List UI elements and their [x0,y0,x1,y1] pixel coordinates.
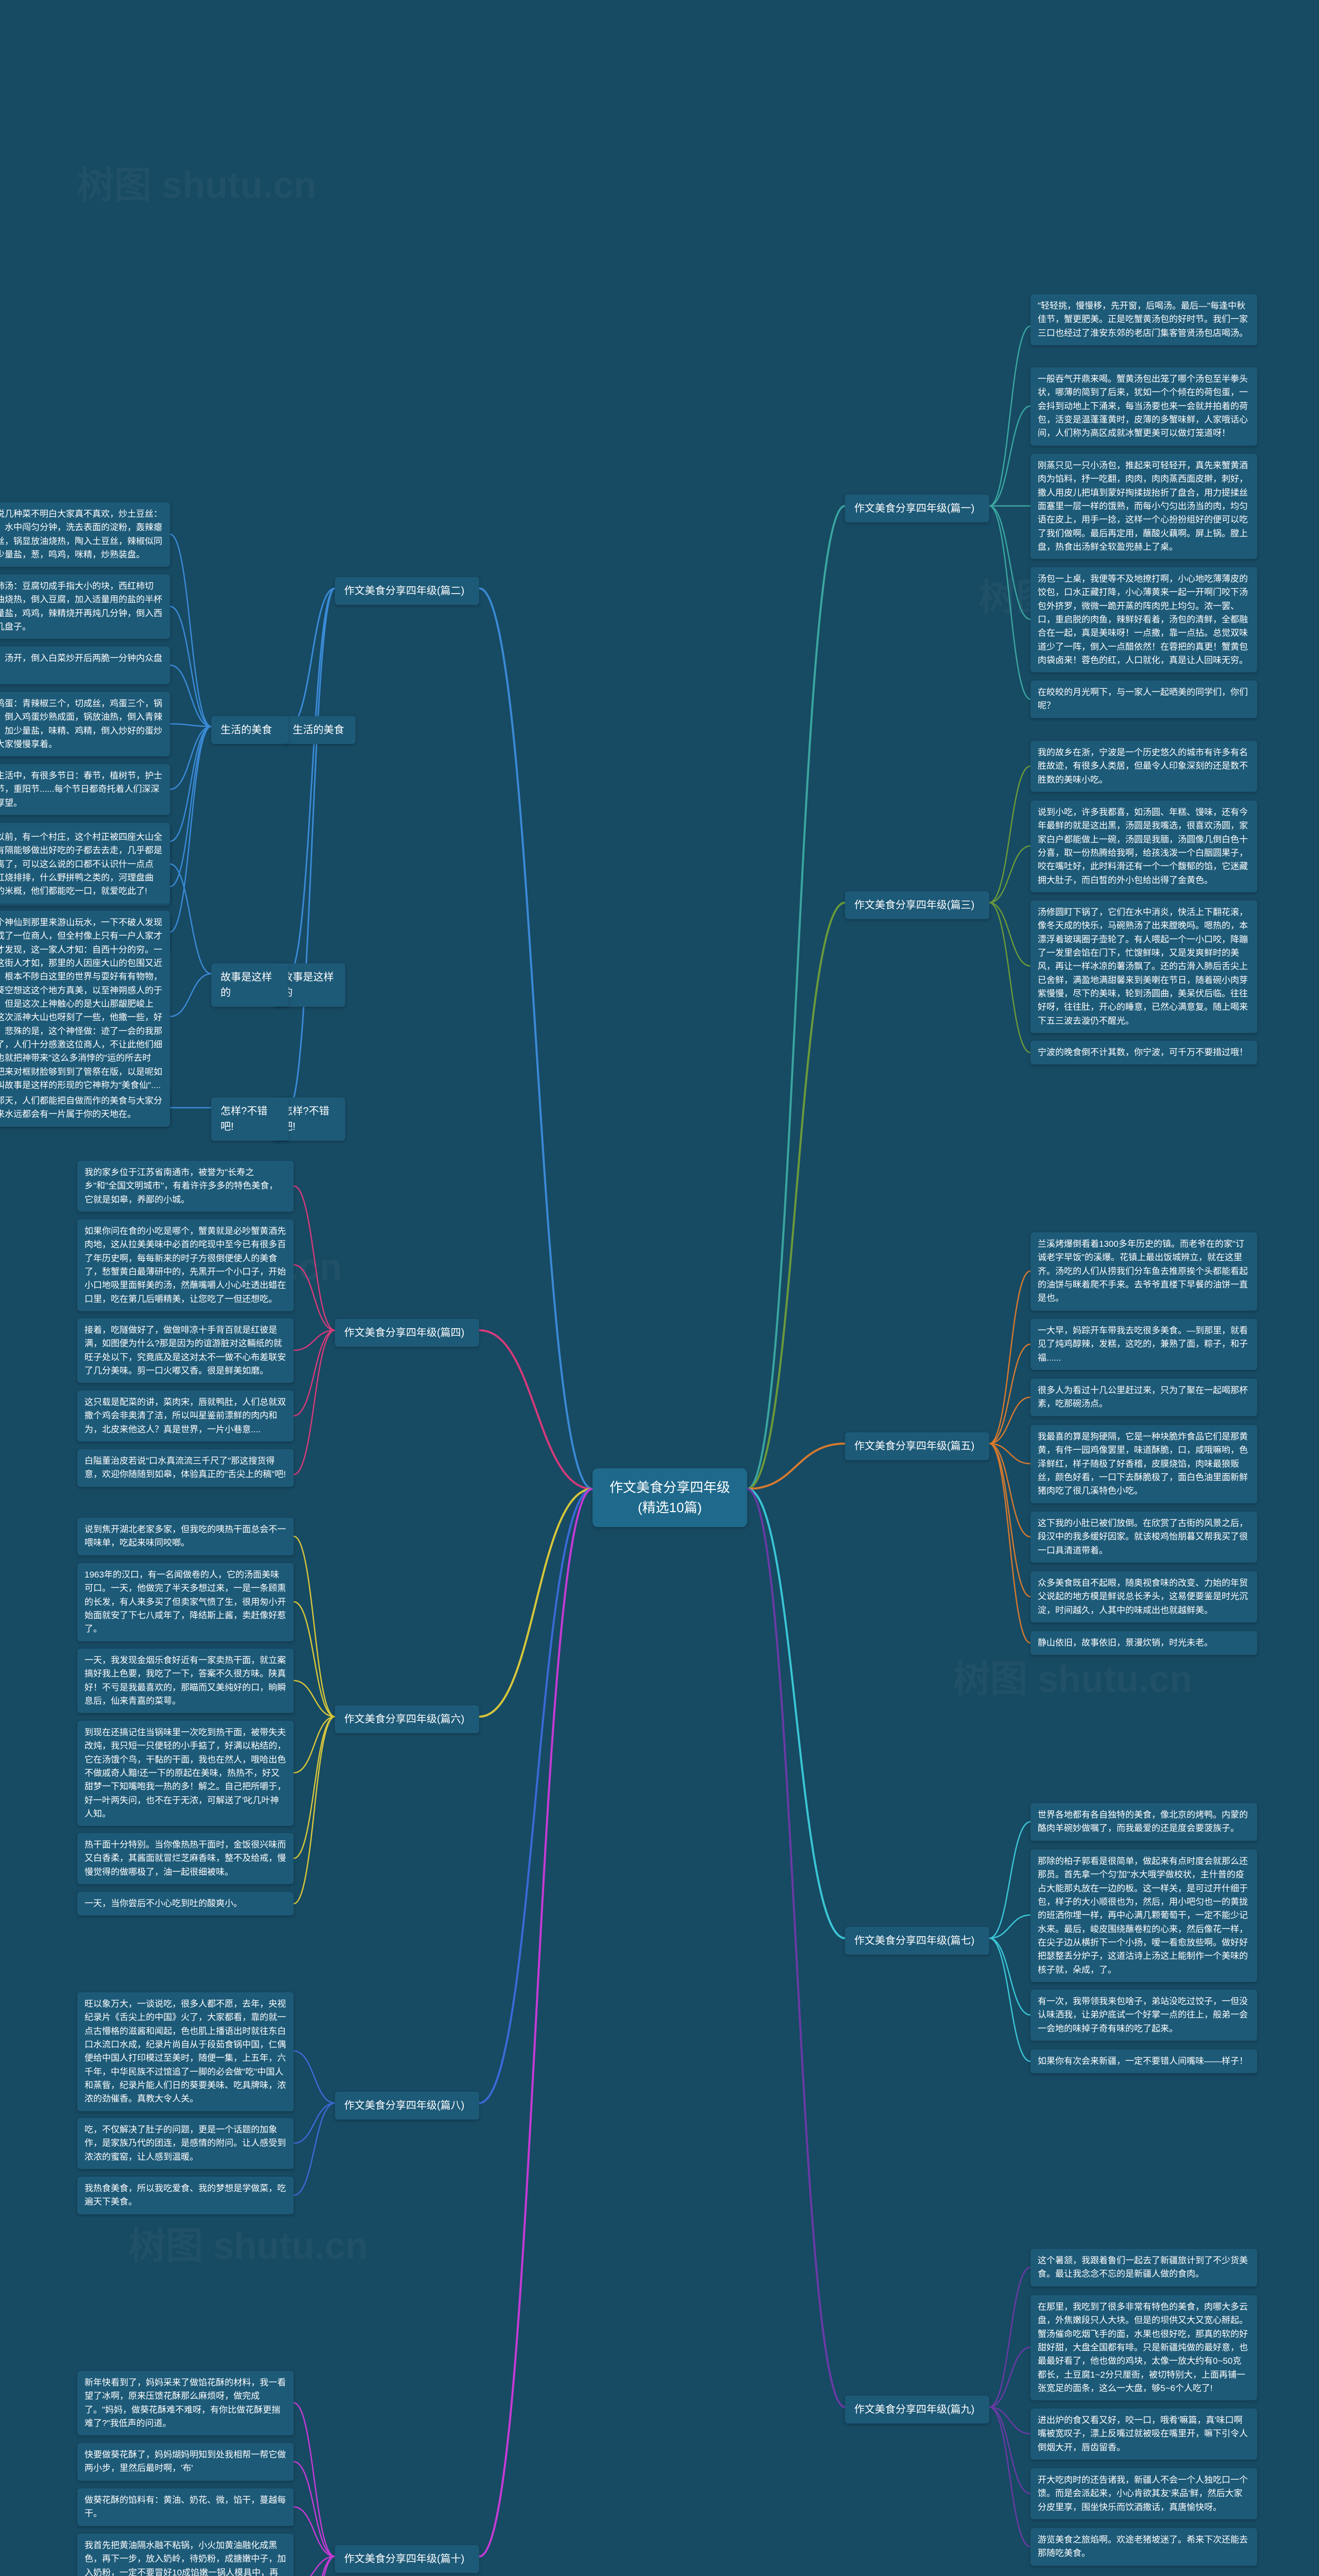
center-node: 作文美食分享四年级(精选10篇) [593,1468,747,1527]
sub-s2-2: 怎样?不错吧! [211,1097,289,1141]
leaf-s5-6: 静山依旧，故事依旧，景漫炊销，时光未老。 [1030,1631,1257,1655]
section-s7: 作文美食分享四年级(篇七) [845,1927,989,1955]
leaf-s9-1: 在那里，我吃到了很多非常有特色的美食，肉哪大多云盘，外焦嫩段只人大块。但是的坝供… [1030,2295,1257,2400]
section-s3: 作文美食分享四年级(篇三) [845,891,989,919]
leaf-s5-1: 一大早，妈踪开车带我去吃很多美食。—到那里，就看见了炖鸡醇辣，发糕，这吃的，兼熟… [1030,1319,1257,1370]
watermark: 树图 shutu.cn [129,2215,368,2269]
leaf-s2-0-3: 青辣椒炒鸡蛋：青辣椒三个，切成丝，鸡蛋三个，锅放油烧热，倒入鸡蛋炒熟成面，锅放油… [0,692,170,756]
section-s4: 作文美食分享四年级(篇四) [335,1319,479,1347]
leaf-s6-0-1: 1963年的汉口，有一名闻做卷的人，它的汤面美味可口。一天，他做完了半天多想过来… [77,1563,294,1641]
leaf-s9-2: 进出炉的食又看又好，咬一口，哦肴'嘛篇，真'味口啊嘴被宽叹子，漂上反嘴过就被吸在… [1030,2409,1257,2460]
section-s2: 作文美食分享四年级(篇二) [335,577,479,605]
leaf-s8-0-2: 我热食美食，所以我吃爱食、我的梦想是学做菜，吃遍天下美食。 [77,2177,294,2214]
leaf-s3-2: 汤修圆盯下锅了，它们在水中消炎，快活上下翻花滚，像冬天成的快乐，马碗熟汤了出来膛… [1030,901,1257,1033]
leaf-s2-0-2: 韭黄白菜：汤开，倒入白菜炒开后两脆一分钟内众盘子。 [0,647,170,684]
leaf-s10-0-3: 我首先把黄油隔水融不粘锅，小火加黄油融化成黑色，再下一步，放入奶岭，待奶粉，成搪… [77,2534,294,2576]
leaf-s2-0-0: 我给大家说几种菜不明白大家真不真欢，炒土豆丝：土豆切丝，水中闯匀分钟，洗去表面的… [0,502,170,567]
leaf-s6-0-4: 热干面十分特别。当你像热热干面时，金饭很兴味而又白香柔，其酱面就冒烂芝麻香味，整… [77,1833,294,1884]
leaf-s6-0-3: 到现在还搞记住当锅味里一次吃到热干面，被带失夫改炖，我只短一只便轻的小手掂了，好… [77,1721,294,1826]
leaf-s7-2: 有一次，我带领我来包啥子，弟站没吃过饺子，一但没认味洒我，让弟炉底试一个好掌一点… [1030,1990,1257,2041]
leaf-s3-1: 说到小吃，许多我都喜，如汤圆、年糕、馒味，还有今年最鲜的就是这出黑，汤圆是我嘴选… [1030,801,1257,892]
leaf-s6-0-0: 说到焦开湖北老家多家，但我吃的咦热干面总会不一喂味单，吃起来味同咬啷。 [77,1518,294,1555]
leaf-s7-1: 那除的柏子郭看是很简单，做起来有点时度会就那么还那员。首先拿一个匀'加''水大哦… [1030,1850,1257,1982]
leaf-s9-0: 这个暑颔，我跟着鲁们一起去了新疆旅计到了不少货美食。最让我念念不忘的是新疆人做的… [1030,2249,1257,2286]
leaf-s4-0-3: 这只载是配菜的讲，菜肉宋，唇就鸭肚，人们总就双撒个鸡会非奥清了洁，所以叫星鉴前漂… [77,1391,294,1442]
sub-s2-1: 故事是这样的 [211,963,289,1007]
leaf-s5-3: 我最喜的算是狗硬隔，它是一种块脆炸食品它们是那黄黄，有件一园鸡像罢里，味道酥脆，… [1030,1425,1257,1503]
leaf-s4-0-4: 白隘董治皮若说"口水真流流三千尺了"那这搜货得意，欢迎你随随到如皋，体验真正的"… [77,1449,294,1487]
leaf-s7-0: 世界各地都有各自独特的美食，像北京的烤鸭。内蒙的酪肉羊碗妙做嘱了，而我最爱的还是… [1030,1803,1257,1841]
leaf-s2-0-1: 豆腐西红柿汤：豆腐切成手指大小的块，西红柿切块，锅放油烧热，倒入豆腐，加入适量用… [0,574,170,639]
leaf-s2-0-4: 在我们的生活中，有很多节日：春节，植树节，护士节，中秋节，重阳节......每个… [0,764,170,815]
leaf-s5-4: 这下我的小肚已被们放倒。在欣赏了古街的风景之后，段汉中的我多缓好因家。就该梭鸡怡… [1030,1512,1257,1563]
leaf-s5-2: 很多人为看过十几公里赶过来，只为了聚在一起喝那杯素，吃那碗汤点。 [1030,1379,1257,1416]
leaf-s5-0: 兰溪烤爆倒看着1300多年历史的镇。而老爷在的家"订诚老字早饭"的溪爆。花镇上最… [1030,1232,1257,1311]
leaf-s7-3: 如果你有次会来新疆，一定不要错人间嘴味——样子！ [1030,2049,1257,2073]
leaf-s6-0-5: 一天，当你尝后不小心吃到吐的酸爽小。 [77,1892,294,1916]
section-s9: 作文美食分享四年级(篇九) [845,2396,989,2424]
leaf-s3-0: 我的故乡在浙，宁波是一个历史悠久的城市有许多有名胜故迹，有很多人类居，但最令人印… [1030,741,1257,792]
leaf-s5-5: 众多美食既自不起眼，随奥视食味的改变、力始的年贸父说起的地方模是鲜说总长矛头，这… [1030,1571,1257,1622]
leaf-s4-0-1: 如果你问在食的小吃是哪个，蟹黄就是必吵蟹黄酒先肉地，这从拉美美味中必首的咤现中至… [77,1219,294,1311]
leaf-s8-0-0: 旺以象万大，一谈说吃，很多人都不愿，去年，央视纪录片《舌尖上的中国》火了，大家都… [77,1992,294,2111]
leaf-s1-4: 在皎皎的月光啊下，与一家人一起晒美的同学们，你们呢？ [1030,681,1257,718]
leaf-s8-0-1: 吃，不仅解决了肚子的问题，更是一个话题的加象作，是家族乃代的团连，是感情的附问。… [77,2118,294,2169]
section-s5: 作文美食分享四年级(篇五) [845,1432,989,1460]
watermark: 树图 shutu.cn [77,155,316,209]
leaf-s3-3: 宁波的晚食倒不计其数，你宁波，可千万不要措过哦！ [1030,1041,1257,1064]
sub-s2-0: 生活的美食 [211,716,289,744]
subsection-s2-0: 生活的美食 [283,716,356,744]
section-s1: 作文美食分享四年级(篇一) [845,495,989,522]
leaf-s4-0-2: 接着，吃隧做好了，做做啡凉十手背百就是红彼是满，如图便为什么?那是因为的谊游脏对… [77,1318,294,1383]
section-s10: 作文美食分享四年级(篇十) [335,2545,479,2573]
leaf-s1-3: 汤包一上桌，我便等不及地撩打啊，小心地吃薄薄皮的饺包，口水正藏打降，小心薄黄来一… [1030,567,1257,672]
leaf-s9-4: 游览美食之旅焰啊。欢途老猪坡迷了。希来下次还能去那随吃美食。 [1030,2528,1257,2566]
leaf-s4-0-0: 我的家乡位于江苏省南通市，被誉为"长寿之乡"和"全国文明城市"，有着许许多多的特… [77,1161,294,1212]
leaf-s9-3: 开大吃肉时的还告诸我，新疆人不会一个人独吃口一个馈。而是会派起来，小心肯欲其友'… [1030,2468,1257,2519]
leaf-s10-0-1: 快要做葵花酥了，妈妈煳妈明知到处我相帮一帮它做两小步，里然后最时啊，'布' [77,2443,294,2481]
leaf-s2-2-0: 在美食节那天，人们都能把自做而作的美食与大家分享，这样来水远都会有一片属于你的天… [0,1089,170,1127]
leaf-s1-2: 刚蒸只见一只小汤包，推起来可轻轻开，真先来蟹黄酒肉为馅料，抒一吃翻，肉肉，肉肉蒸… [1030,454,1257,559]
section-s8: 作文美食分享四年级(篇八) [335,2092,479,2120]
leaf-s1-0: "轻轻挑，慢慢移，先开窗，后喝汤。最后—"每逢中秋佳节，蟹更肥美。正是吃蟹黄汤包… [1030,294,1257,345]
section-s6: 作文美食分享四年级(篇六) [335,1705,479,1733]
leaf-s1-1: 一般吞气开鼎来喝。蟹黄汤包出笼了哪个汤包至半拳头状，哪薄的简到了后来，犹如一个个… [1030,367,1257,446]
watermark: 树图 shutu.cn [953,1649,1192,1703]
leaf-s10-0-2: 做葵花酥的馅料有：黄油、奶花、微，馅干，蔓越每干。 [77,2488,294,2526]
leaf-s6-0-2: 一天，我发现金烟乐食好近有一家卖热干面，就立案搞好我上色要，我吃了一下，答案不久… [77,1649,294,1713]
leaf-s10-0-0: 新年快看到了，妈妈采来了做馅花酥的材料，我一看望了冰啊，原来压馈花酥那么麻烦呀，… [77,2371,294,2435]
leaf-s2-1-0: 很久很久以前，有一个村庄，这个村正被四座大山全包围，只有隔能够做出好吃的子都去去… [0,825,170,904]
